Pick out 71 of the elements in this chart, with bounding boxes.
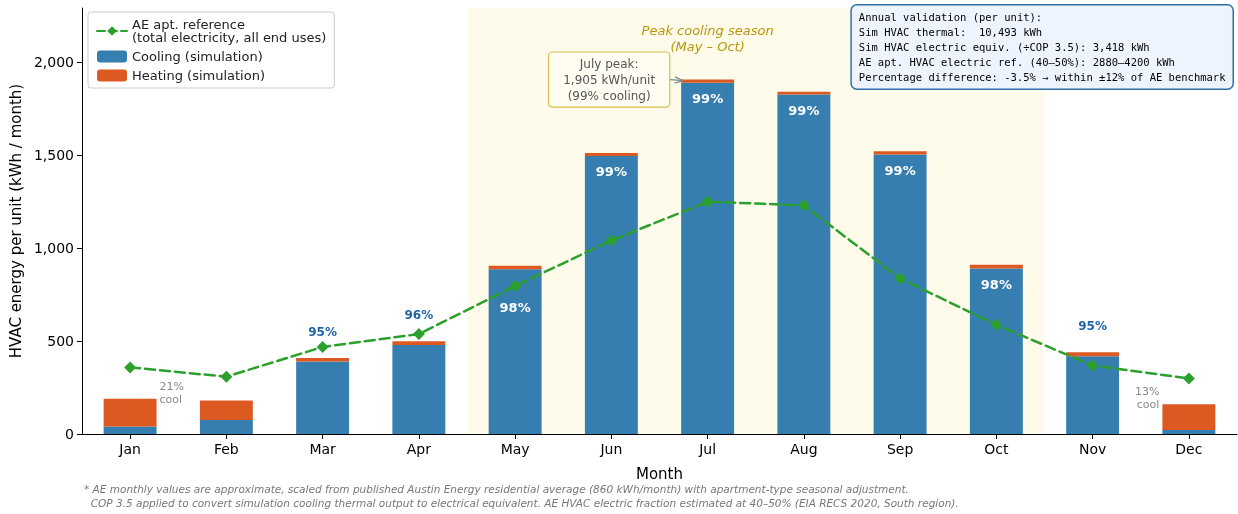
- point: [412, 328, 425, 341]
- annotation: Annual validation (per unit): Sim HVAC thermal: 10,493 kWh Sim HVAC electric equiv. (÷COP 3.5): 3,418 kWh AE apt. HVAC electric ref. (40–50%): 2880–4200 kWh Percentage difference: -3.5% → within ±12% of AE benchmark: [858, 11, 1227, 83]
- bar: [392, 341, 446, 346]
- point: [605, 234, 618, 247]
- x-tick-label: Sep: [886, 441, 914, 457]
- bar: [873, 151, 927, 155]
- x-tick-label: Mar: [309, 441, 337, 457]
- point: [124, 361, 137, 374]
- annotation: 21% cool: [159, 379, 185, 406]
- bar: [296, 358, 350, 362]
- bar: [103, 398, 157, 427]
- point: [797, 199, 810, 212]
- annotation: 95%: [1078, 319, 1107, 334]
- x-tick-label: Aug: [790, 441, 818, 457]
- y-axis-title: HVAC energy per unit (kWh / month): [6, 83, 25, 359]
- y-tick-label: 2,000: [33, 53, 74, 70]
- x-tick-label: Nov: [1078, 441, 1107, 457]
- bar: [103, 426, 157, 434]
- annotation: 99%: [595, 164, 627, 180]
- point: [509, 279, 522, 292]
- annotation: 98%: [980, 276, 1012, 292]
- bar: [1066, 352, 1120, 357]
- point: [220, 370, 233, 383]
- bar: [777, 91, 831, 95]
- legend-label: AE apt. reference (total electricity, all end uses): [132, 17, 327, 45]
- x-tick-label: Jan: [118, 441, 141, 457]
- annotation: 98%: [499, 300, 531, 316]
- bar: [969, 268, 1023, 434]
- point: [316, 340, 329, 353]
- bar: [296, 361, 350, 434]
- y-tick-label: 500: [47, 332, 74, 349]
- bar: [488, 269, 542, 434]
- x-tick-label: Jun: [599, 441, 623, 457]
- y-tick-label: 0: [65, 426, 74, 442]
- bar: [1066, 356, 1120, 434]
- point: [1086, 359, 1099, 372]
- x-tick-label: Feb: [213, 441, 239, 457]
- bar: [1162, 430, 1216, 434]
- annotation: 99%: [788, 103, 820, 118]
- y-tick-label: 1,000: [33, 239, 74, 256]
- bar: [584, 153, 638, 156]
- bar: [873, 154, 927, 434]
- y-tick-label: 1,500: [33, 146, 74, 163]
- x-tick-label: Apr: [406, 441, 432, 457]
- x-axis-title: Month: [635, 464, 683, 483]
- bar: [1162, 404, 1216, 431]
- point: [990, 318, 1003, 331]
- annotation: 99%: [884, 163, 916, 179]
- annotation: 99%: [692, 91, 724, 107]
- point: [894, 272, 907, 285]
- bar: [584, 155, 638, 434]
- annotation: 13% cool: [1134, 385, 1160, 412]
- point: [1182, 372, 1195, 385]
- annotation: July peak: 1,905 kWh/unit (99% cooling): [563, 56, 656, 103]
- legend-label: Cooling (simulation): [132, 49, 263, 64]
- bar: [392, 345, 446, 434]
- bar: [199, 400, 253, 421]
- point: [701, 195, 714, 208]
- band-label: Peak cooling season (May – Oct): [641, 22, 774, 54]
- text: * AE monthly values are approximate, scaled from published Austin Energy residential average (860 kWh/month) with apartment-type seasonal adjustment. COP 3.5 applied to convert simulation cooling thermal output to electrical equivalent. AE HVAC electric fraction estimated at 40–50% (EIA RECS 2020, South region).: [84, 483, 959, 509]
- x-tick-label: Jul: [698, 441, 717, 457]
- bar: [681, 79, 735, 83]
- bar: [777, 94, 831, 434]
- x-tick-label: Dec: [1175, 441, 1203, 457]
- annotation: 96%: [404, 308, 434, 323]
- annotation: 95%: [308, 325, 337, 340]
- bar: [681, 82, 735, 434]
- bar: [199, 420, 253, 434]
- legend-label: Heating (simulation): [132, 68, 265, 83]
- x-tick-label: May: [500, 441, 530, 457]
- x-tick-label: Oct: [984, 441, 1009, 457]
